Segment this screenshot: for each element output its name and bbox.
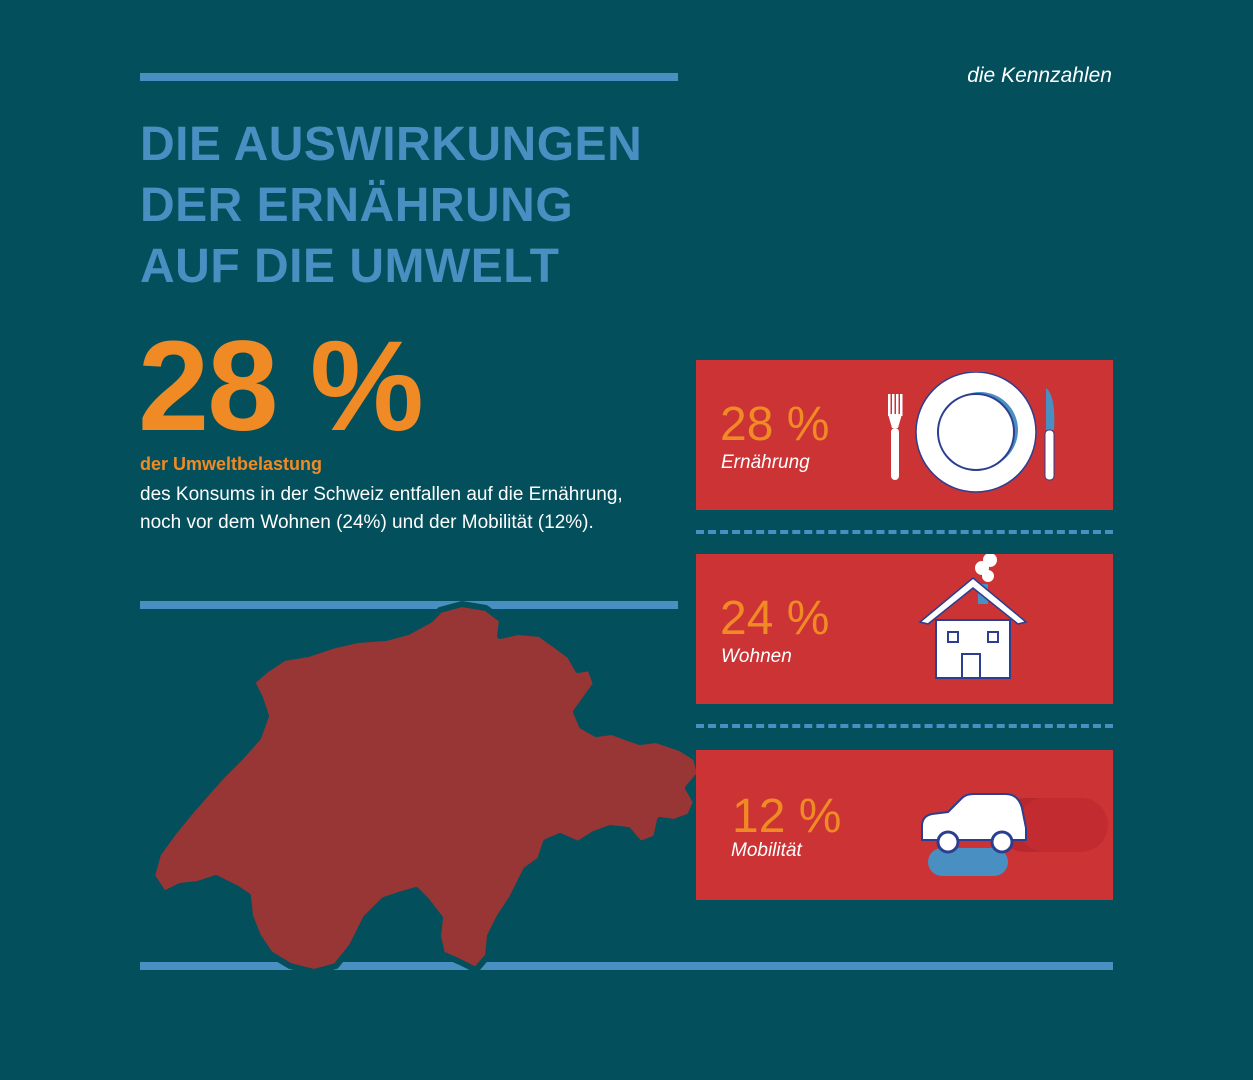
- category-label: Ernährung: [721, 452, 810, 473]
- category-label: Wohnen: [721, 646, 792, 667]
- plate-cutlery-icon: [888, 372, 1055, 493]
- title-line-3: AUF DIE UMWELT: [140, 240, 560, 293]
- headline-description: des Konsums in der Schweiz entfallen auf…: [140, 481, 700, 537]
- switzerland-shape: [149, 601, 703, 975]
- category-panel-wohnen: 24 % Wohnen: [696, 554, 1113, 704]
- plate-icon: [915, 372, 1037, 493]
- category-panel-ernaehrung: 28 % Ernährung: [696, 360, 1113, 510]
- title-line-1: DIE AUSWIRKUNGEN: [140, 118, 643, 171]
- separator-1: [696, 530, 1113, 534]
- fork-icon: [888, 394, 903, 480]
- page-title: DIE AUSWIRKUNGEN DER ERNÄHRUNG AUF DIE U…: [140, 114, 642, 297]
- separator-2: [696, 724, 1113, 728]
- car-icon: [921, 793, 1108, 876]
- category-percent: 24 %: [720, 592, 830, 645]
- switzerland-map: [149, 601, 703, 975]
- headline-value: 28 %: [138, 315, 424, 458]
- title-line-2: DER ERNÄHRUNG: [140, 179, 574, 232]
- headline-subtitle: der Umweltbelastung: [140, 454, 323, 474]
- tagline: die Kennzahlen: [967, 64, 1112, 87]
- smoke-icon: [975, 554, 997, 582]
- description-line-2: noch vor dem Wohnen (24%) und der Mobili…: [140, 512, 594, 533]
- category-percent: 28 %: [720, 398, 830, 451]
- category-percent: 12 %: [732, 790, 842, 843]
- top-rule: [140, 73, 678, 81]
- category-panel-mobilitaet: 12 % Mobilität: [696, 750, 1113, 900]
- category-label: Mobilität: [731, 840, 802, 861]
- description-line-1: des Konsums in der Schweiz entfallen auf…: [140, 484, 623, 505]
- house-icon: [918, 554, 1028, 679]
- bottom-rule: [140, 962, 1113, 970]
- mid-rule: [140, 601, 678, 609]
- knife-icon: [1044, 388, 1055, 481]
